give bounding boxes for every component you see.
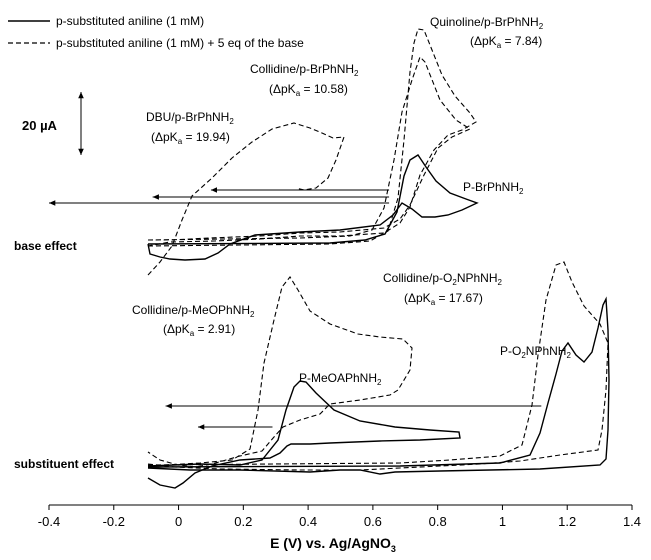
curve-label-p-o2nphnh2: P-O2NPhNH2 [500,344,571,360]
x-tick-label: -0.4 [38,514,60,529]
x-tick-label: 1.4 [623,514,641,529]
annotation-dbu: DBU/p-BrPhNH2 [146,110,234,126]
curve-collidine-br-dashed [147,55,472,241]
panel-label-substituent-effect: substituent effect [14,457,114,471]
annotation-quinoline-dpka: (ΔpKa = 7.84) [470,34,542,50]
peak-shift-arrows [49,187,542,430]
x-tick-label: 1.2 [558,514,576,529]
annotations: Quinoline/p-BrPhNH2 (ΔpKa = 7.84) Collid… [132,15,571,387]
x-tick-label: -0.2 [103,514,125,529]
curves-base-effect [147,28,479,276]
curve-label-p-brphnh2: P-BrPhNH2 [463,180,524,196]
x-tick-label: 0.8 [429,514,447,529]
x-axis: -0.4 -0.2 0 0.2 0.4 0.6 0.8 1 1.2 1.4 E (V) vs. A… [38,504,641,554]
scale-bar-label: 20 µA [22,118,58,133]
curve-collidine-no2-dashed [147,261,609,471]
legend-item-dashed: p-substituted aniline (1 mM) + 5 eq of t… [56,36,304,50]
annotation-collidine-meo-dpka: (ΔpKa = 2.91) [163,322,235,338]
x-axis-label: E (V) vs. Ag/AgNO3 [270,535,396,554]
annotation-collidine-br: Collidine/p-BrPhNH2 [250,62,359,78]
x-tick-label: 1 [499,514,506,529]
curve-label-p-meoaphnh2: P-MeOAPhNH2 [299,371,382,387]
curve-dbu-dashed [147,122,345,276]
x-tick-label: 0.6 [364,514,382,529]
curve-quinoline-dashed [147,28,477,247]
panel-label-base-effect: base effect [14,239,77,253]
x-tick-label: 0.2 [234,514,252,529]
annotation-collidine-meo: Collidine/p-MeOPhNH2 [132,303,255,319]
scale-bar: 20 µA [22,92,84,155]
legend: p-substituted aniline (1 mM) p-substitut… [8,14,304,50]
curve-p-brphnh2 [147,154,479,261]
annotation-quinoline: Quinoline/p-BrPhNH2 [430,15,544,31]
legend-item-solid: p-substituted aniline (1 mM) [56,14,204,28]
annotation-dbu-dpka: (ΔpKa = 19.94) [151,130,230,146]
x-tick-label: 0 [175,514,182,529]
x-axis-ticks: -0.4 -0.2 0 0.2 0.4 0.6 0.8 1 1.2 1.4 [38,505,641,529]
annotation-collidine-no2-dpka: (ΔpKa = 17.67) [404,291,483,307]
annotation-collidine-br-dpka: (ΔpKa = 10.58) [269,82,348,98]
annotation-collidine-no2: Collidine/p-O2NPhNH2 [383,271,503,287]
x-tick-label: 0.4 [299,514,317,529]
curves-substituent-effect [147,261,610,489]
